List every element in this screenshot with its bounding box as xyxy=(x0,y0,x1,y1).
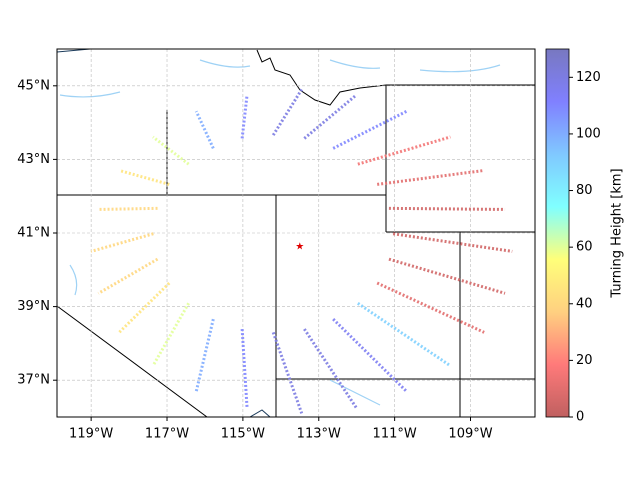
ray-track xyxy=(303,93,358,140)
source-marker xyxy=(296,242,304,250)
ray-track xyxy=(271,331,304,414)
y-tick-label: 45°N xyxy=(17,78,50,93)
x-tick-label: 109°W xyxy=(448,427,492,442)
colorbar-tick-label: 0 xyxy=(576,410,584,425)
rivers xyxy=(59,59,501,406)
y-tick-label: 39°N xyxy=(17,299,50,314)
colorbar-tick-label: 40 xyxy=(576,296,593,311)
ray-track xyxy=(332,318,408,393)
ray-track xyxy=(303,328,358,409)
colorbar-tick-label: 60 xyxy=(576,240,593,255)
colorbar-tick-label: 120 xyxy=(576,70,601,85)
y-tick-label: 41°N xyxy=(17,226,50,241)
x-tick-label: 113°W xyxy=(297,427,341,442)
ray-track xyxy=(388,206,506,211)
ray-track xyxy=(194,318,215,392)
ray-track xyxy=(356,302,452,368)
colorbar xyxy=(545,48,570,418)
ray-track xyxy=(98,206,158,211)
x-tick-label: 111°W xyxy=(373,427,417,442)
ray-track xyxy=(151,302,190,367)
ray-track xyxy=(97,257,159,295)
y-tick-label: 37°N xyxy=(17,373,50,388)
ray-track xyxy=(376,168,485,186)
colorbar-tick-label: 80 xyxy=(576,183,593,198)
ray-track xyxy=(118,281,171,334)
ray-track xyxy=(90,232,154,253)
colorbar-tick-label: 20 xyxy=(576,353,593,368)
ray-track xyxy=(392,232,513,253)
ray-track xyxy=(194,110,215,149)
x-tick-label: 117°W xyxy=(145,427,189,442)
ray-track xyxy=(388,257,506,295)
ray-track xyxy=(118,168,170,186)
ray-track xyxy=(240,94,249,139)
ray-track xyxy=(271,88,303,136)
ray-track xyxy=(332,109,408,150)
ray-track xyxy=(152,135,190,166)
ray-track xyxy=(357,135,451,166)
x-tick-label: 115°W xyxy=(221,427,265,442)
ray-track xyxy=(240,328,249,408)
state-borders xyxy=(256,49,387,106)
ray-track xyxy=(376,281,485,334)
colorbar-label: Turning Height [km] xyxy=(610,168,625,298)
y-tick-label: 43°N xyxy=(17,152,50,167)
state-borders xyxy=(57,84,535,417)
x-tick-label: 119°W xyxy=(69,427,113,442)
colorbar-tick-label: 100 xyxy=(576,126,601,141)
